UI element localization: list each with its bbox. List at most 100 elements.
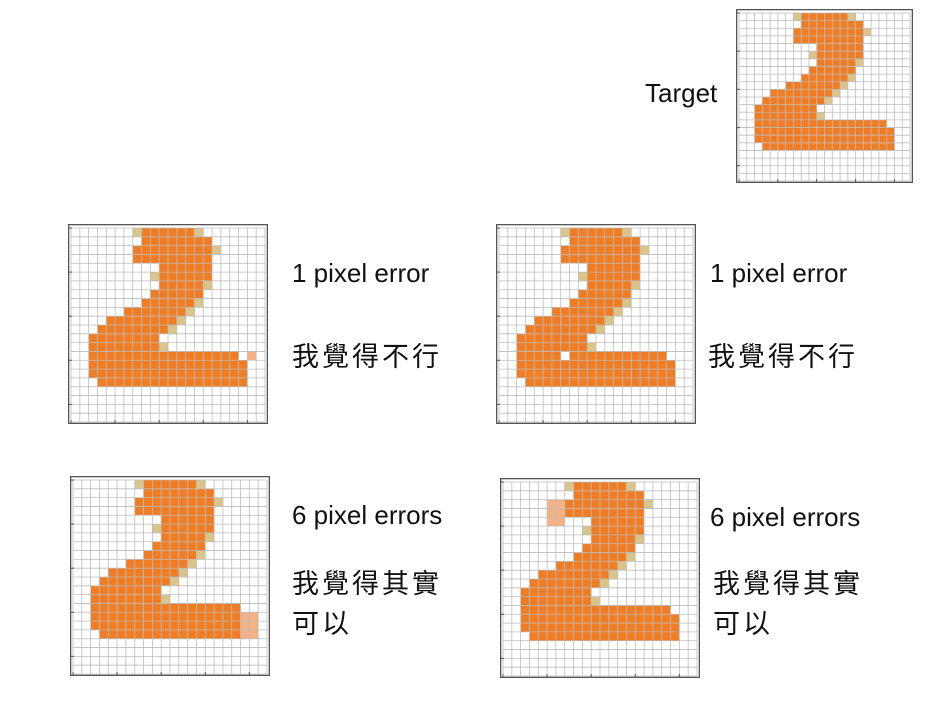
digit-pixel [176,351,186,361]
digit-pixel [661,614,671,624]
digit-pixel [777,142,786,151]
digit-pixel [840,13,849,21]
digit-pixel [520,623,530,633]
digit-pixel [176,360,186,370]
digit-pixel [591,490,601,500]
digit-pixel [170,488,180,498]
digit-pixel [808,66,817,75]
digit-pixel [604,245,614,255]
digit-pixel [170,621,180,631]
digit-pixel [106,369,116,379]
digit-pixel [117,577,127,587]
digit-pixel [178,559,188,569]
digit-pixel [644,623,654,633]
digit-pixel [608,482,618,492]
digit-pixel [564,631,574,641]
digit-pixel [600,526,610,536]
digit-pixel [613,228,623,238]
digit-pixel [143,577,153,587]
digit-pixel [534,333,544,343]
digit-pixel [220,351,230,361]
digit-pixel [168,351,178,361]
digit-pixel [176,236,186,246]
digit-pixel [159,369,169,379]
digit-pixel [777,135,786,144]
digit-pixel [591,543,601,553]
digit-pixel [88,369,98,379]
edge-pixel [626,552,636,562]
digit-pixel [816,13,825,21]
digit-pixel [564,596,574,606]
digit-pixel [596,280,606,290]
digit-pixel [123,333,133,343]
digit-pixel [801,127,810,136]
digit-pixel [871,142,880,151]
digit-pixel [587,369,597,379]
digit-pixel [564,499,574,509]
digit-pixel [770,135,779,144]
digit-pixel [604,351,614,361]
digit-pixel [600,499,610,509]
digit-pixel [90,585,100,595]
digit-pixel [816,89,825,98]
digit-pixel [205,612,215,622]
digit-pixel [543,325,553,335]
digit-pixel [635,631,645,641]
digit-pixel [150,377,160,387]
digit-pixel [785,89,794,98]
digit-pixel [229,360,239,370]
error-pixel [555,499,565,509]
digit-pixel [604,377,614,387]
digit-pixel [205,629,215,639]
digit-pixel [534,316,544,326]
digit-pixel [203,272,213,282]
digit-pixel [115,316,125,326]
digit-pixel [161,568,171,578]
digit-pixel [132,307,142,317]
digit-pixel [591,579,601,589]
digit-pixel [808,104,817,113]
digit-pixel [150,245,160,255]
digit-pixel [596,298,606,308]
digit-pixel [816,97,825,105]
digit-pixel [886,127,895,136]
digit-pixel [626,631,636,641]
edge-pixel [591,596,601,606]
digit-pixel [538,614,548,624]
digit-pixel [555,623,565,633]
digit-pixel [134,621,144,631]
digit-pixel [613,236,623,246]
digit-pixel [847,43,856,52]
target-panel [736,9,913,183]
edge-pixel [194,298,204,308]
digit-pixel [591,605,601,615]
digit-pixel [560,325,570,335]
digit-pixel [88,342,98,352]
digit-pixel [587,351,597,361]
digit-pixel [816,35,825,44]
digit-pixel [596,254,606,264]
digit-pixel [125,629,135,639]
digit-pixel [168,298,178,308]
digit-pixel [569,298,579,308]
digit-pixel [871,119,880,128]
digit-pixel [115,342,125,352]
edge-pixel [196,480,206,490]
edge-pixel [560,228,570,238]
digit-pixel [578,298,588,308]
edge-pixel [187,559,197,569]
error-pixel [249,621,259,631]
digit-pixel [573,579,583,589]
digit-pixel [538,631,548,641]
digit-pixel [770,112,779,121]
digit-pixel [832,135,841,144]
digit-pixel [516,360,526,370]
digit-pixel [159,228,169,238]
edge-pixel [863,28,872,37]
digit-pixel [591,631,601,641]
digit-pixel [525,342,535,352]
digit-pixel [203,351,213,361]
digit-pixel [115,377,125,387]
digit-pixel [564,623,574,633]
digit-pixel [170,515,180,525]
